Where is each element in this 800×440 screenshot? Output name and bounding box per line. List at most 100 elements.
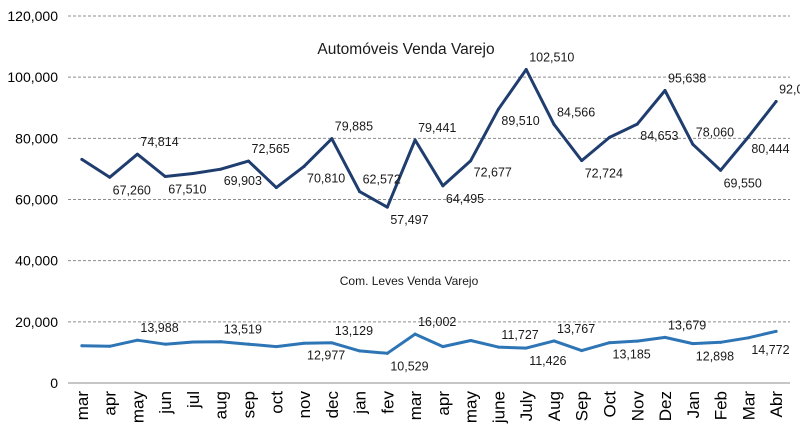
data-point <box>330 341 334 345</box>
series-title-com-leves: Com. Leves Venda Varejo <box>340 274 479 288</box>
x-tick-label: Sep <box>573 391 592 421</box>
data-label: 62,572 <box>363 173 401 187</box>
data-label: 13,185 <box>613 348 651 362</box>
data-label: 10,529 <box>390 359 428 373</box>
data-label: 13,519 <box>224 323 262 337</box>
series-title-automoveis: Automóveis Venda Varejo <box>317 41 494 58</box>
data-label: 72,565 <box>252 142 290 156</box>
x-tick-label: Nov <box>628 391 647 422</box>
data-point <box>247 159 250 163</box>
x-tick-label: fev <box>378 391 397 414</box>
data-point <box>635 122 639 126</box>
data-point <box>608 135 611 139</box>
x-tick-label: june <box>489 391 508 424</box>
data-point <box>774 329 778 333</box>
x-tick-label: oct <box>267 391 286 414</box>
data-point <box>441 184 445 188</box>
data-point <box>108 344 112 348</box>
gridlines <box>68 15 790 323</box>
x-tick-label: July <box>517 391 536 422</box>
series-titles: Automóveis Venda Varejo Com. Leves Venda… <box>317 41 494 288</box>
series-line-1 <box>80 329 778 355</box>
x-tick-label: Aug <box>545 391 564 421</box>
data-point <box>691 142 695 146</box>
data-label: 84,653 <box>640 129 678 143</box>
data-label: 80,444 <box>751 142 789 156</box>
data-label: 79,885 <box>335 120 373 134</box>
data-label: 67,510 <box>168 183 206 197</box>
data-point <box>135 152 139 156</box>
data-point <box>163 342 167 346</box>
data-label: 12,898 <box>696 350 734 364</box>
data-point <box>469 338 473 342</box>
x-tick-label: Jan <box>684 391 703 418</box>
data-point <box>163 175 167 179</box>
data-point <box>302 164 306 168</box>
x-tick-label: Mar <box>739 391 758 421</box>
series-lines <box>80 67 778 355</box>
data-label: 64,495 <box>446 192 484 206</box>
data-point <box>608 341 611 345</box>
data-label: 57,497 <box>390 213 428 227</box>
data-label: 84,566 <box>557 105 595 119</box>
data-label: 13,767 <box>557 322 595 336</box>
x-tick-label: apr <box>101 391 120 416</box>
data-point <box>330 137 334 141</box>
data-point <box>358 190 362 194</box>
data-label: 69,903 <box>224 174 262 188</box>
data-point <box>191 172 195 176</box>
x-tick-label: nov <box>295 391 314 419</box>
data-point <box>524 67 528 71</box>
x-tick-label: Abr <box>767 391 786 418</box>
data-point <box>663 89 667 93</box>
data-label: 95,638 <box>668 72 706 86</box>
data-label: 102,510 <box>529 50 574 64</box>
y-tick-label: 40,000 <box>15 253 58 269</box>
data-label: 79,441 <box>418 121 456 135</box>
x-tick-label: may <box>462 391 481 424</box>
data-label: 14,772 <box>751 343 789 357</box>
data-point <box>219 340 223 344</box>
data-label: 92,028 <box>779 83 800 97</box>
data-labels: 67,260 74,814 67,510 69,903 72,565 70,810 79,8… <box>113 50 800 373</box>
data-label: 13,679 <box>668 318 706 332</box>
data-point <box>385 351 389 355</box>
series-line-0 <box>80 68 778 209</box>
data-point <box>274 186 278 190</box>
data-point <box>746 336 750 340</box>
data-label: 11,727 <box>501 328 538 342</box>
x-axis: mar apr may jun jul aug sep oct nov dec jan fev mar a… <box>68 382 790 424</box>
data-point <box>635 339 639 343</box>
data-point <box>719 340 723 344</box>
data-point <box>552 339 556 343</box>
x-tick-label: jan <box>351 391 370 415</box>
data-label: 70,810 <box>307 171 345 185</box>
data-point <box>774 100 778 104</box>
x-tick-label: Oct <box>601 391 620 418</box>
data-point <box>719 168 723 172</box>
data-point <box>191 340 195 344</box>
x-tick-label: aug <box>212 391 231 419</box>
data-point <box>413 332 417 336</box>
data-label: 11,426 <box>529 354 566 368</box>
data-point <box>385 205 389 209</box>
x-tick-label: jul <box>184 391 203 409</box>
data-point <box>413 138 417 142</box>
data-label: 13,129 <box>335 324 373 338</box>
x-tick-label: sep <box>240 391 259 418</box>
x-tick-label: mar <box>406 391 425 421</box>
y-tick-label: 100,000 <box>7 69 58 85</box>
data-point <box>524 346 528 350</box>
data-point <box>108 175 112 179</box>
data-point <box>580 159 584 163</box>
data-point <box>496 107 500 111</box>
y-tick-label: 120,000 <box>7 8 58 24</box>
data-point <box>496 345 500 349</box>
data-point <box>580 349 584 353</box>
data-point <box>219 167 223 171</box>
data-label: 13,988 <box>140 321 178 335</box>
data-point <box>135 338 139 342</box>
x-tick-label: Dez <box>656 391 675 421</box>
data-point <box>274 345 278 349</box>
